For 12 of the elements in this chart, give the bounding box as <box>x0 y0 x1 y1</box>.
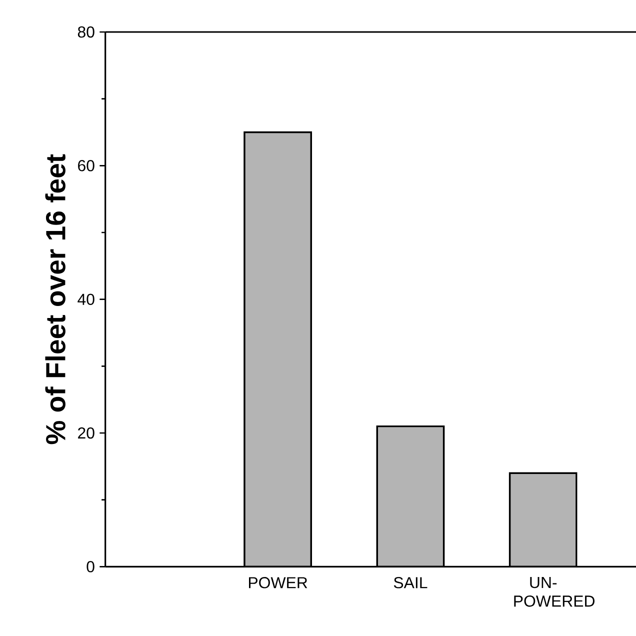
x-tick-label: SAIL <box>394 577 428 588</box>
y-tick-label: 40 <box>78 294 94 305</box>
y-tick-label: 20 <box>78 427 94 439</box>
bar <box>376 425 445 567</box>
y-tick-label: 80 <box>78 26 94 38</box>
bar <box>508 472 578 567</box>
x-tick-label: UN-POWERED <box>514 577 594 607</box>
bar <box>244 131 312 567</box>
y-axis-title: % of Fleet over 16 feet <box>45 154 66 444</box>
y-tick-label: 60 <box>78 160 94 172</box>
x-tick-label: POWER <box>249 577 308 588</box>
y-tick-label: 0 <box>86 561 94 572</box>
